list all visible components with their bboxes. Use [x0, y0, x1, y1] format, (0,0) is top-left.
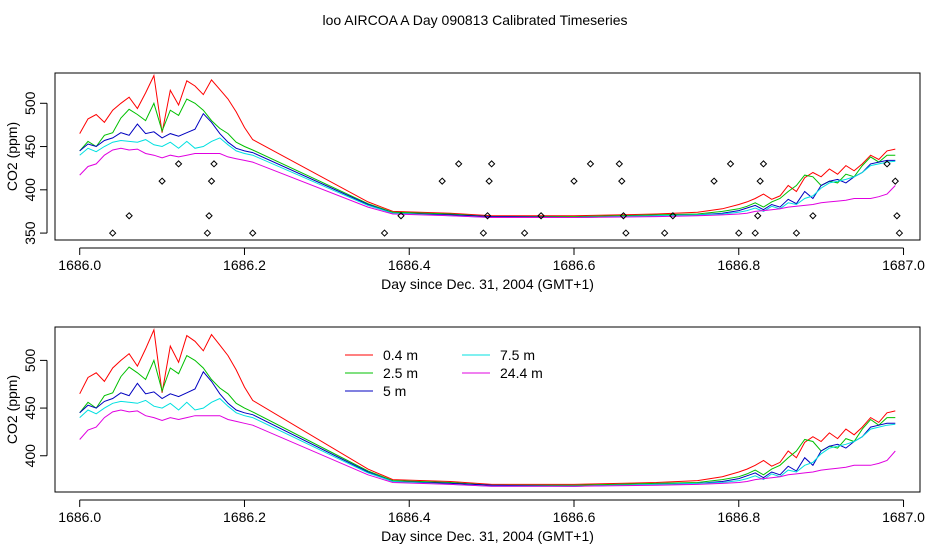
series-line-1 — [79, 328, 896, 485]
diamond-marker — [570, 177, 578, 185]
legend-label: 2.5 m — [383, 365, 418, 381]
diamond-marker — [622, 229, 630, 237]
y-tick-label: 400 — [22, 178, 38, 202]
legend-label: 5 m — [383, 383, 406, 399]
diamond-marker — [586, 160, 595, 168]
plot-frame — [54, 72, 921, 241]
diamond-marker — [158, 177, 166, 185]
diamond-marker — [174, 160, 183, 168]
diamond-marker — [203, 229, 212, 237]
x-axis-label: Day since Dec. 31, 2004 (GMT+1) — [381, 276, 594, 292]
x-tick-label: 1686.4 — [388, 509, 431, 525]
diamond-marker — [485, 177, 493, 185]
diamond-marker — [537, 212, 545, 220]
x-tick-label: 1686.0 — [58, 509, 101, 525]
y-axis-label: CO2 (ppm) — [4, 375, 20, 444]
y-axis-label: CO2 (ppm) — [4, 122, 20, 191]
diamond-marker — [619, 212, 628, 220]
diamond-marker — [207, 177, 216, 185]
legend-label: 0.4 m — [383, 347, 418, 363]
diamond-marker — [883, 160, 891, 168]
diamond-marker — [618, 177, 626, 185]
diamond-marker — [735, 229, 743, 237]
series-line-4 — [79, 397, 896, 487]
x-tick-label: 1686.6 — [553, 257, 596, 273]
legend: 0.4 m 2.5 m 5 m 7.5 m 24.4 m — [345, 347, 543, 399]
diamond-marker — [615, 160, 624, 168]
y-tick-label: 500 — [22, 348, 38, 372]
diamond-marker — [792, 229, 801, 237]
diamond-marker — [669, 212, 677, 220]
series-line-5 — [79, 147, 896, 218]
plot-frame — [54, 326, 921, 493]
diamond-marker — [210, 160, 218, 168]
x-tick-label: 1686.2 — [223, 257, 266, 273]
diamond-marker — [397, 212, 405, 220]
diamond-marker — [108, 229, 117, 237]
series-line-3 — [79, 370, 896, 487]
x-tick-label: 1686.2 — [223, 509, 266, 525]
diamond-marker — [726, 160, 735, 168]
x-tick-label: 1687.0 — [882, 509, 925, 525]
diamond-marker — [756, 177, 764, 185]
chart-panel-1: 1686.0 1686.2 1686.4 1686.6 1686.8 1687.0 Day … — [4, 72, 925, 292]
diamond-marker — [710, 177, 718, 185]
diamond-marker — [891, 177, 899, 185]
diamond-marker — [809, 212, 817, 220]
diamond-marker — [205, 212, 213, 220]
diamond-marker — [483, 212, 492, 220]
diamond-marker — [249, 229, 257, 237]
diamond-marker — [487, 160, 496, 168]
series-line-4 — [79, 137, 896, 218]
legend-label: 24.4 m — [500, 365, 543, 381]
diamond-marker — [759, 160, 768, 168]
legend-label: 7.5 m — [500, 347, 535, 363]
x-tick-label: 1687.0 — [882, 257, 925, 273]
chart-panel-2: 1686.0 1686.2 1686.4 1686.6 1686.8 1687.0 Day … — [4, 326, 925, 544]
x-tick-label: 1686.6 — [553, 509, 596, 525]
x-tick-label: 1686.8 — [717, 509, 760, 525]
x-tick-label: 1686.8 — [717, 257, 760, 273]
diamond-marker — [751, 229, 759, 237]
y-tick-label: 350 — [22, 221, 38, 245]
diamond-marker — [895, 229, 904, 237]
y-tick-label: 400 — [22, 444, 38, 468]
series-line-3 — [79, 112, 896, 219]
diamond-marker — [754, 212, 762, 220]
figure-title: loo AIRCOA A Day 090813 Calibrated Times… — [322, 12, 628, 28]
series-line-5 — [79, 409, 896, 487]
y-tick-label: 450 — [22, 135, 38, 159]
y-tick-label: 500 — [22, 91, 38, 115]
diamond-marker — [438, 177, 446, 185]
diamond-marker — [520, 229, 529, 237]
x-axis-label: Day since Dec. 31, 2004 (GMT+1) — [381, 528, 594, 544]
x-tick-label: 1686.0 — [58, 257, 101, 273]
diamond-marker — [380, 229, 389, 237]
diamond-marker — [125, 212, 133, 220]
x-tick-label: 1686.4 — [388, 257, 431, 273]
diamond-marker — [479, 229, 488, 237]
y-tick-label: 450 — [22, 396, 38, 420]
diamond-marker — [660, 229, 669, 237]
diamond-marker — [454, 160, 463, 168]
diamond-marker — [893, 212, 901, 220]
series-line-1 — [79, 73, 896, 217]
